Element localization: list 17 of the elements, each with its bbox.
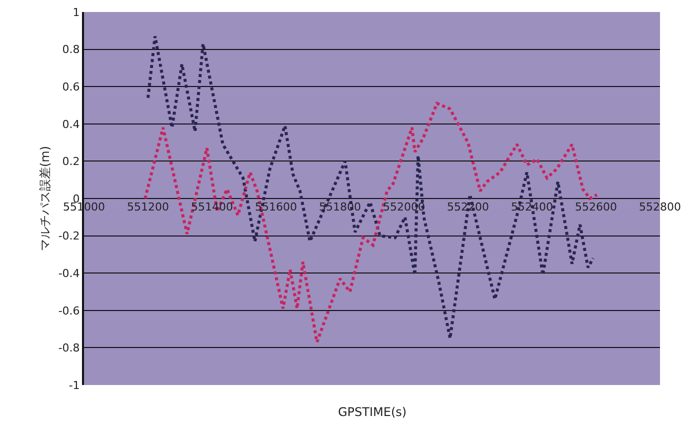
x-tick-label: 552000 — [383, 200, 425, 214]
y-tick-label: -0.4 — [58, 266, 80, 280]
y-tick-label: 1 — [72, 6, 80, 19]
y-tick-label: 0.2 — [62, 155, 80, 168]
y-tick-label: 0.6 — [62, 80, 80, 94]
y-tick-label: 0.8 — [62, 43, 80, 56]
y-tick-label: -0.8 — [58, 342, 80, 355]
y-tick-label: -1 — [68, 378, 80, 392]
y-axis-title: マルチパス誤差(m) — [38, 146, 52, 252]
x-tick-label: 552600 — [575, 200, 617, 214]
x-tick-label: 552800 — [639, 200, 681, 214]
y-tick-label: -0.6 — [58, 304, 80, 318]
x-tick-label: 551200 — [127, 200, 169, 214]
x-axis-title: GPSTIME(s) — [338, 405, 407, 419]
y-tick-label: 0.4 — [62, 118, 80, 131]
x-tick-label: 551600 — [255, 200, 297, 214]
y-tick-label: -0.2 — [58, 230, 80, 243]
